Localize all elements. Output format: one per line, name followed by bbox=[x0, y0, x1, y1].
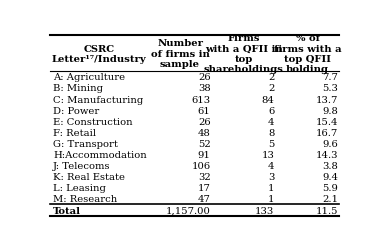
Text: 106: 106 bbox=[191, 162, 211, 170]
Text: G: Transport: G: Transport bbox=[53, 139, 118, 148]
Text: M: Research: M: Research bbox=[53, 195, 117, 204]
Text: CSRC
Letter¹⁷/Industry: CSRC Letter¹⁷/Industry bbox=[52, 44, 146, 64]
Text: L: Leasing: L: Leasing bbox=[53, 184, 106, 193]
Text: Firms
with a QFII in
top
shareholdings: Firms with a QFII in top shareholdings bbox=[204, 34, 284, 74]
Text: 13: 13 bbox=[261, 150, 274, 160]
Text: Number
of firms in
sample: Number of firms in sample bbox=[151, 39, 209, 69]
Text: 6: 6 bbox=[268, 106, 274, 115]
Text: D: Power: D: Power bbox=[53, 106, 99, 115]
Text: 61: 61 bbox=[198, 106, 211, 115]
Text: 8: 8 bbox=[268, 128, 274, 137]
Text: 1,157.00: 1,157.00 bbox=[166, 206, 211, 215]
Text: 613: 613 bbox=[191, 95, 211, 104]
Text: H:Accommodation: H:Accommodation bbox=[53, 150, 147, 160]
Text: 1: 1 bbox=[268, 184, 274, 193]
Text: 17: 17 bbox=[197, 184, 211, 193]
Text: 32: 32 bbox=[198, 173, 211, 181]
Text: A: Agriculture: A: Agriculture bbox=[53, 73, 125, 82]
Text: 2: 2 bbox=[268, 84, 274, 93]
Text: 52: 52 bbox=[198, 139, 211, 148]
Text: 48: 48 bbox=[197, 128, 211, 137]
Text: 5.9: 5.9 bbox=[322, 184, 338, 193]
Text: 47: 47 bbox=[197, 195, 211, 204]
Text: 14.3: 14.3 bbox=[316, 150, 338, 160]
Text: 91: 91 bbox=[197, 150, 211, 160]
Text: 4: 4 bbox=[268, 162, 274, 170]
Text: B: Mining: B: Mining bbox=[53, 84, 103, 93]
Text: 1: 1 bbox=[268, 195, 274, 204]
Text: 38: 38 bbox=[198, 84, 211, 93]
Text: 2.1: 2.1 bbox=[322, 195, 338, 204]
Text: % of
firms with a
top QFII
holding: % of firms with a top QFII holding bbox=[274, 34, 341, 74]
Text: 133: 133 bbox=[255, 206, 274, 215]
Text: 2: 2 bbox=[268, 73, 274, 82]
Text: 9.8: 9.8 bbox=[322, 106, 338, 115]
Text: 4: 4 bbox=[268, 117, 274, 126]
Text: 9.6: 9.6 bbox=[322, 139, 338, 148]
Text: 16.7: 16.7 bbox=[316, 128, 338, 137]
Text: F: Retail: F: Retail bbox=[53, 128, 96, 137]
Text: 15.4: 15.4 bbox=[316, 117, 338, 126]
Text: J: Telecoms: J: Telecoms bbox=[53, 162, 111, 170]
Text: 3.8: 3.8 bbox=[322, 162, 338, 170]
Text: 9.4: 9.4 bbox=[322, 173, 338, 181]
Text: C: Manufacturing: C: Manufacturing bbox=[53, 95, 143, 104]
Text: 13.7: 13.7 bbox=[316, 95, 338, 104]
Text: 3: 3 bbox=[268, 173, 274, 181]
Text: 7.7: 7.7 bbox=[322, 73, 338, 82]
Text: 26: 26 bbox=[198, 117, 211, 126]
Text: E: Construction: E: Construction bbox=[53, 117, 133, 126]
Text: 5.3: 5.3 bbox=[322, 84, 338, 93]
Text: 11.5: 11.5 bbox=[316, 206, 338, 215]
Text: 26: 26 bbox=[198, 73, 211, 82]
Text: 5: 5 bbox=[268, 139, 274, 148]
Text: K: Real Estate: K: Real Estate bbox=[53, 173, 125, 181]
Text: 84: 84 bbox=[261, 95, 274, 104]
Text: Total: Total bbox=[53, 206, 81, 215]
